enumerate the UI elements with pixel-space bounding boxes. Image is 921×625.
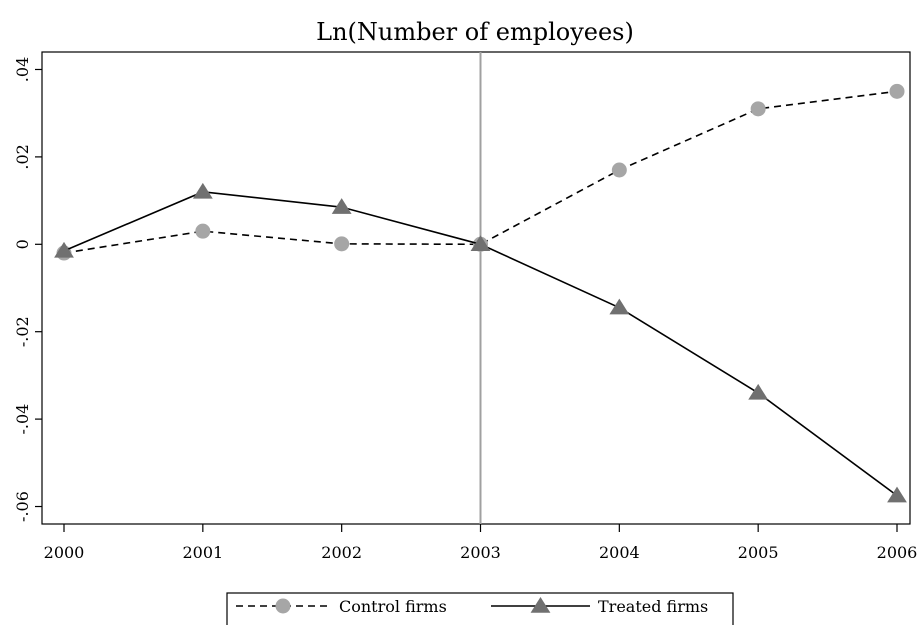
data-point: [609, 298, 630, 315]
series-layer: [54, 83, 907, 503]
y-tick-label: -.06: [13, 491, 32, 522]
plot-frame: [41, 51, 911, 525]
x-tick-label: 2003: [460, 543, 501, 562]
data-point: [54, 241, 74, 258]
data-point: [195, 223, 211, 239]
y-tick-label: -.04: [13, 404, 32, 435]
data-point: [748, 383, 769, 400]
series-treated-firms: [54, 182, 907, 503]
x-tick-label: 2005: [738, 543, 779, 562]
legend-item: Control firms: [236, 597, 447, 616]
data-point: [889, 83, 905, 99]
legend-marker: [530, 597, 551, 613]
legend: Control firms Treated firms: [226, 592, 734, 625]
data-point: [331, 198, 352, 214]
data-point: [887, 486, 907, 503]
x-tick-label: 2004: [599, 543, 640, 562]
data-point: [611, 162, 627, 178]
chart-title: Ln(Number of employees): [316, 18, 634, 46]
legend-label: Control firms: [339, 597, 447, 616]
y-tick-label: .02: [13, 144, 32, 169]
x-axis: 2000 2001 2002 2003 2004 2005 2006: [44, 524, 918, 562]
legend-label: Treated firms: [598, 597, 708, 616]
legend-item: Treated firms: [491, 597, 708, 616]
data-point: [334, 236, 350, 252]
data-point: [750, 101, 766, 117]
x-tick-label: 2002: [321, 543, 362, 562]
x-tick-label: 2006: [877, 543, 918, 562]
y-tick-label: -.02: [13, 316, 32, 347]
legend-marker: [275, 598, 291, 614]
y-axis: -.06 -.04 -.02 0 .02 .04: [13, 57, 42, 522]
y-tick-label: .04: [13, 57, 32, 82]
data-point: [192, 182, 213, 199]
x-tick-label: 2000: [44, 543, 85, 562]
y-tick-label: 0: [13, 239, 32, 249]
legend-box: [226, 592, 734, 625]
x-tick-label: 2001: [182, 543, 223, 562]
data-point: [470, 235, 491, 252]
